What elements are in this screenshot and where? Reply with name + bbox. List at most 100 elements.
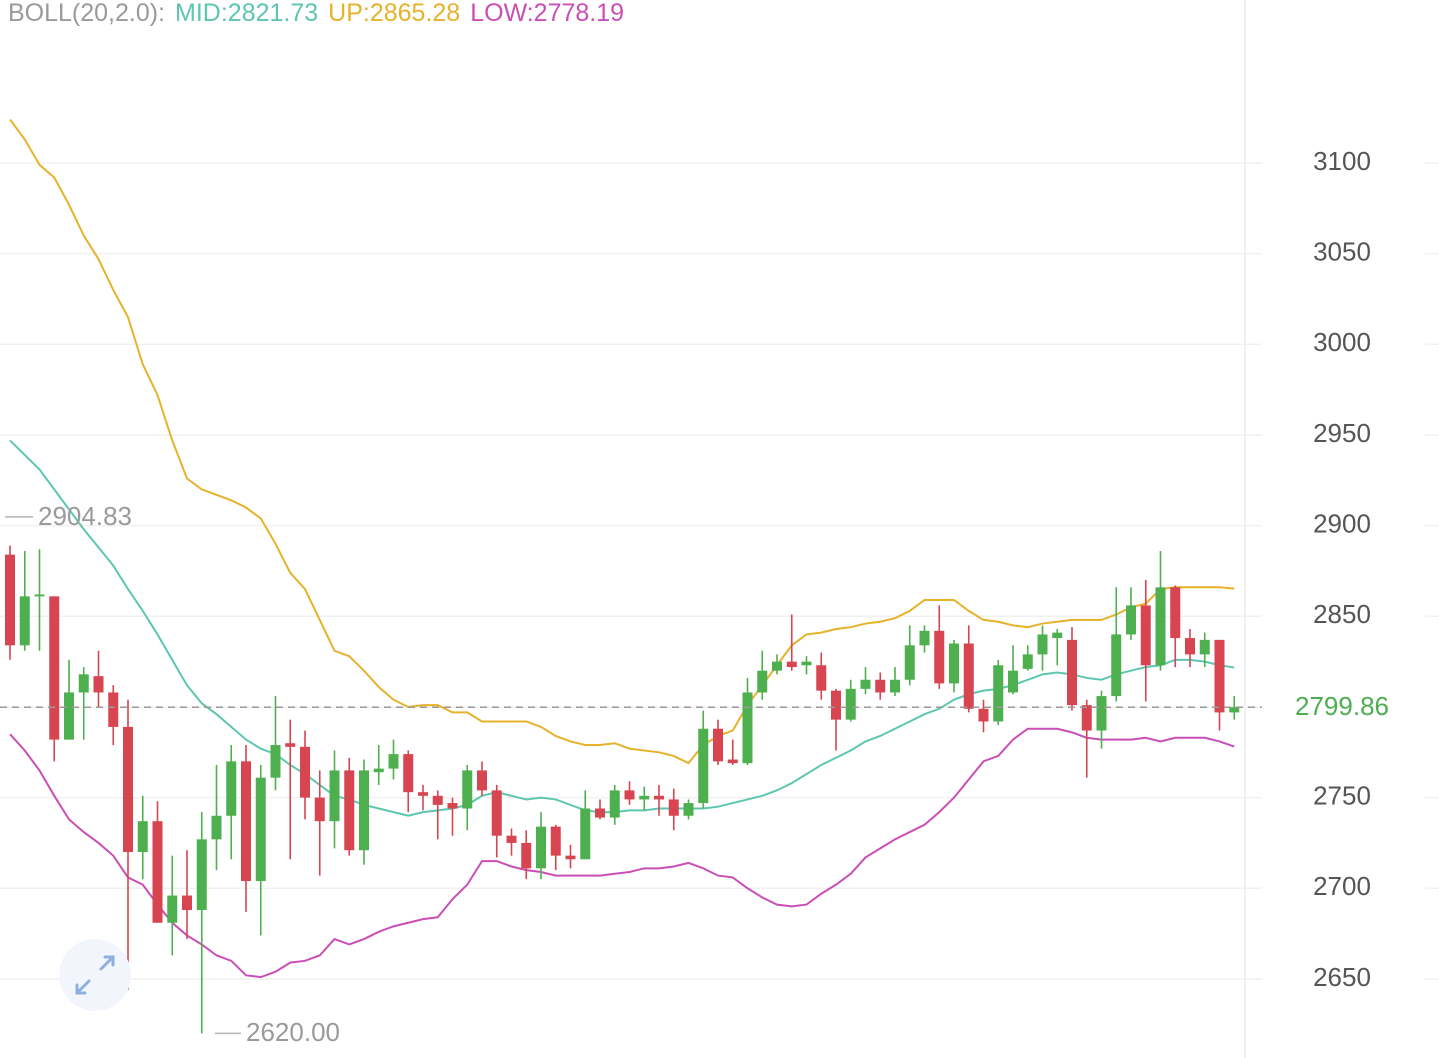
candle-body [713, 728, 723, 762]
candle-body [919, 630, 930, 646]
candle-body [550, 826, 561, 856]
candle-body [1170, 587, 1181, 639]
candle-body [167, 895, 178, 923]
legend: BOLL(20,2.0): MID:2821.73 UP:2865.28 LOW:2… [8, 0, 624, 28]
candle-body [890, 679, 900, 693]
candle-body [285, 743, 296, 747]
candle-body [152, 821, 163, 923]
last-price-bg [1262, 689, 1439, 726]
candle-body [1008, 670, 1018, 693]
candle-body [668, 799, 679, 816]
candle-body [1067, 639, 1077, 706]
y-tick-label: 2750 [1313, 781, 1371, 811]
candle-body [963, 643, 974, 709]
y-tick-label: 2650 [1313, 962, 1371, 992]
candle-body [1052, 632, 1063, 639]
candle-body [196, 839, 207, 911]
candle-body [359, 770, 369, 851]
candle-body [93, 676, 104, 693]
min-marker-label: 2620.00 [246, 1017, 340, 1047]
y-tick-label: 2700 [1313, 871, 1371, 901]
candle-body [241, 761, 251, 882]
candle-body [1155, 587, 1166, 666]
candle-body [491, 790, 502, 836]
candle-body [565, 855, 576, 860]
candle-body [418, 792, 428, 796]
candle-body [875, 679, 886, 693]
candle-body [1140, 605, 1151, 666]
candle-body [1214, 639, 1225, 713]
indicator-label: BOLL(20,2.0): [8, 0, 166, 27]
candles [5, 545, 1240, 1034]
y-tick-label: 2950 [1313, 418, 1371, 448]
candle-body [801, 661, 812, 666]
candle-body [934, 630, 945, 684]
candle-body [742, 692, 753, 764]
candle-body [595, 808, 605, 818]
y-tick-label: 3050 [1313, 237, 1371, 267]
candle-body [108, 692, 119, 727]
candle-body [5, 554, 15, 646]
candle-body [580, 808, 591, 860]
candle-body [786, 661, 797, 668]
candle-body [1037, 634, 1048, 655]
candle-body [123, 726, 133, 853]
candle-body [1096, 696, 1107, 731]
candle-body [1111, 634, 1122, 697]
candle-body [1229, 707, 1240, 713]
candle-body [49, 596, 60, 740]
candle-body [521, 842, 532, 869]
candle-body [949, 643, 959, 684]
bands [9, 118, 1235, 979]
candle-body [211, 815, 222, 840]
candle-body [447, 803, 458, 809]
band-line [9, 727, 1235, 979]
candle-body [624, 790, 635, 800]
expand-button[interactable] [59, 939, 131, 1011]
candle-body [403, 754, 414, 793]
candle-body [477, 770, 487, 791]
legend-entry: UP:2865.28 [328, 0, 461, 27]
candle-body [993, 665, 1004, 722]
candle-body [270, 745, 281, 778]
candle-body [34, 594, 45, 597]
candle-body [373, 768, 384, 773]
legend-entry: MID:2821.73 [175, 0, 319, 27]
band-line [9, 439, 1235, 817]
candle-body [683, 803, 694, 816]
candle-body [1081, 705, 1092, 731]
overlay: 2799.86 2904.83 2620.00 [0, 501, 1439, 1047]
candle-body [78, 674, 89, 693]
candle-body [816, 665, 827, 691]
candle-body [845, 688, 856, 720]
y-tick-label: 3100 [1313, 146, 1371, 176]
y-tick-label: 2900 [1313, 509, 1371, 539]
candle-body [727, 759, 738, 764]
max-marker-label: 2904.83 [38, 501, 132, 531]
candle-body [860, 679, 871, 689]
expand-button-bg [59, 939, 131, 1011]
grid: 2650270027502800285029002950300030503100 [0, 146, 1439, 992]
candle-body [300, 746, 310, 798]
candle-body [978, 708, 989, 722]
candle-body [182, 895, 192, 911]
last-price-label: 2799.86 [1295, 691, 1389, 721]
candle-body [757, 670, 768, 693]
candle-body [654, 795, 664, 800]
candle-body [226, 761, 237, 816]
candle-body [344, 770, 355, 851]
candle-body [639, 795, 650, 800]
legend-entry: LOW:2778.19 [470, 0, 625, 27]
candle-body [1185, 638, 1195, 655]
candle-body [137, 821, 148, 853]
candle-body [1126, 605, 1136, 635]
candle-body [19, 596, 30, 646]
candle-body [314, 797, 325, 822]
candle-body [255, 777, 266, 882]
candle-body [432, 795, 443, 805]
candle-body [388, 754, 399, 769]
candle-body [462, 770, 473, 809]
candle-body [904, 645, 915, 680]
